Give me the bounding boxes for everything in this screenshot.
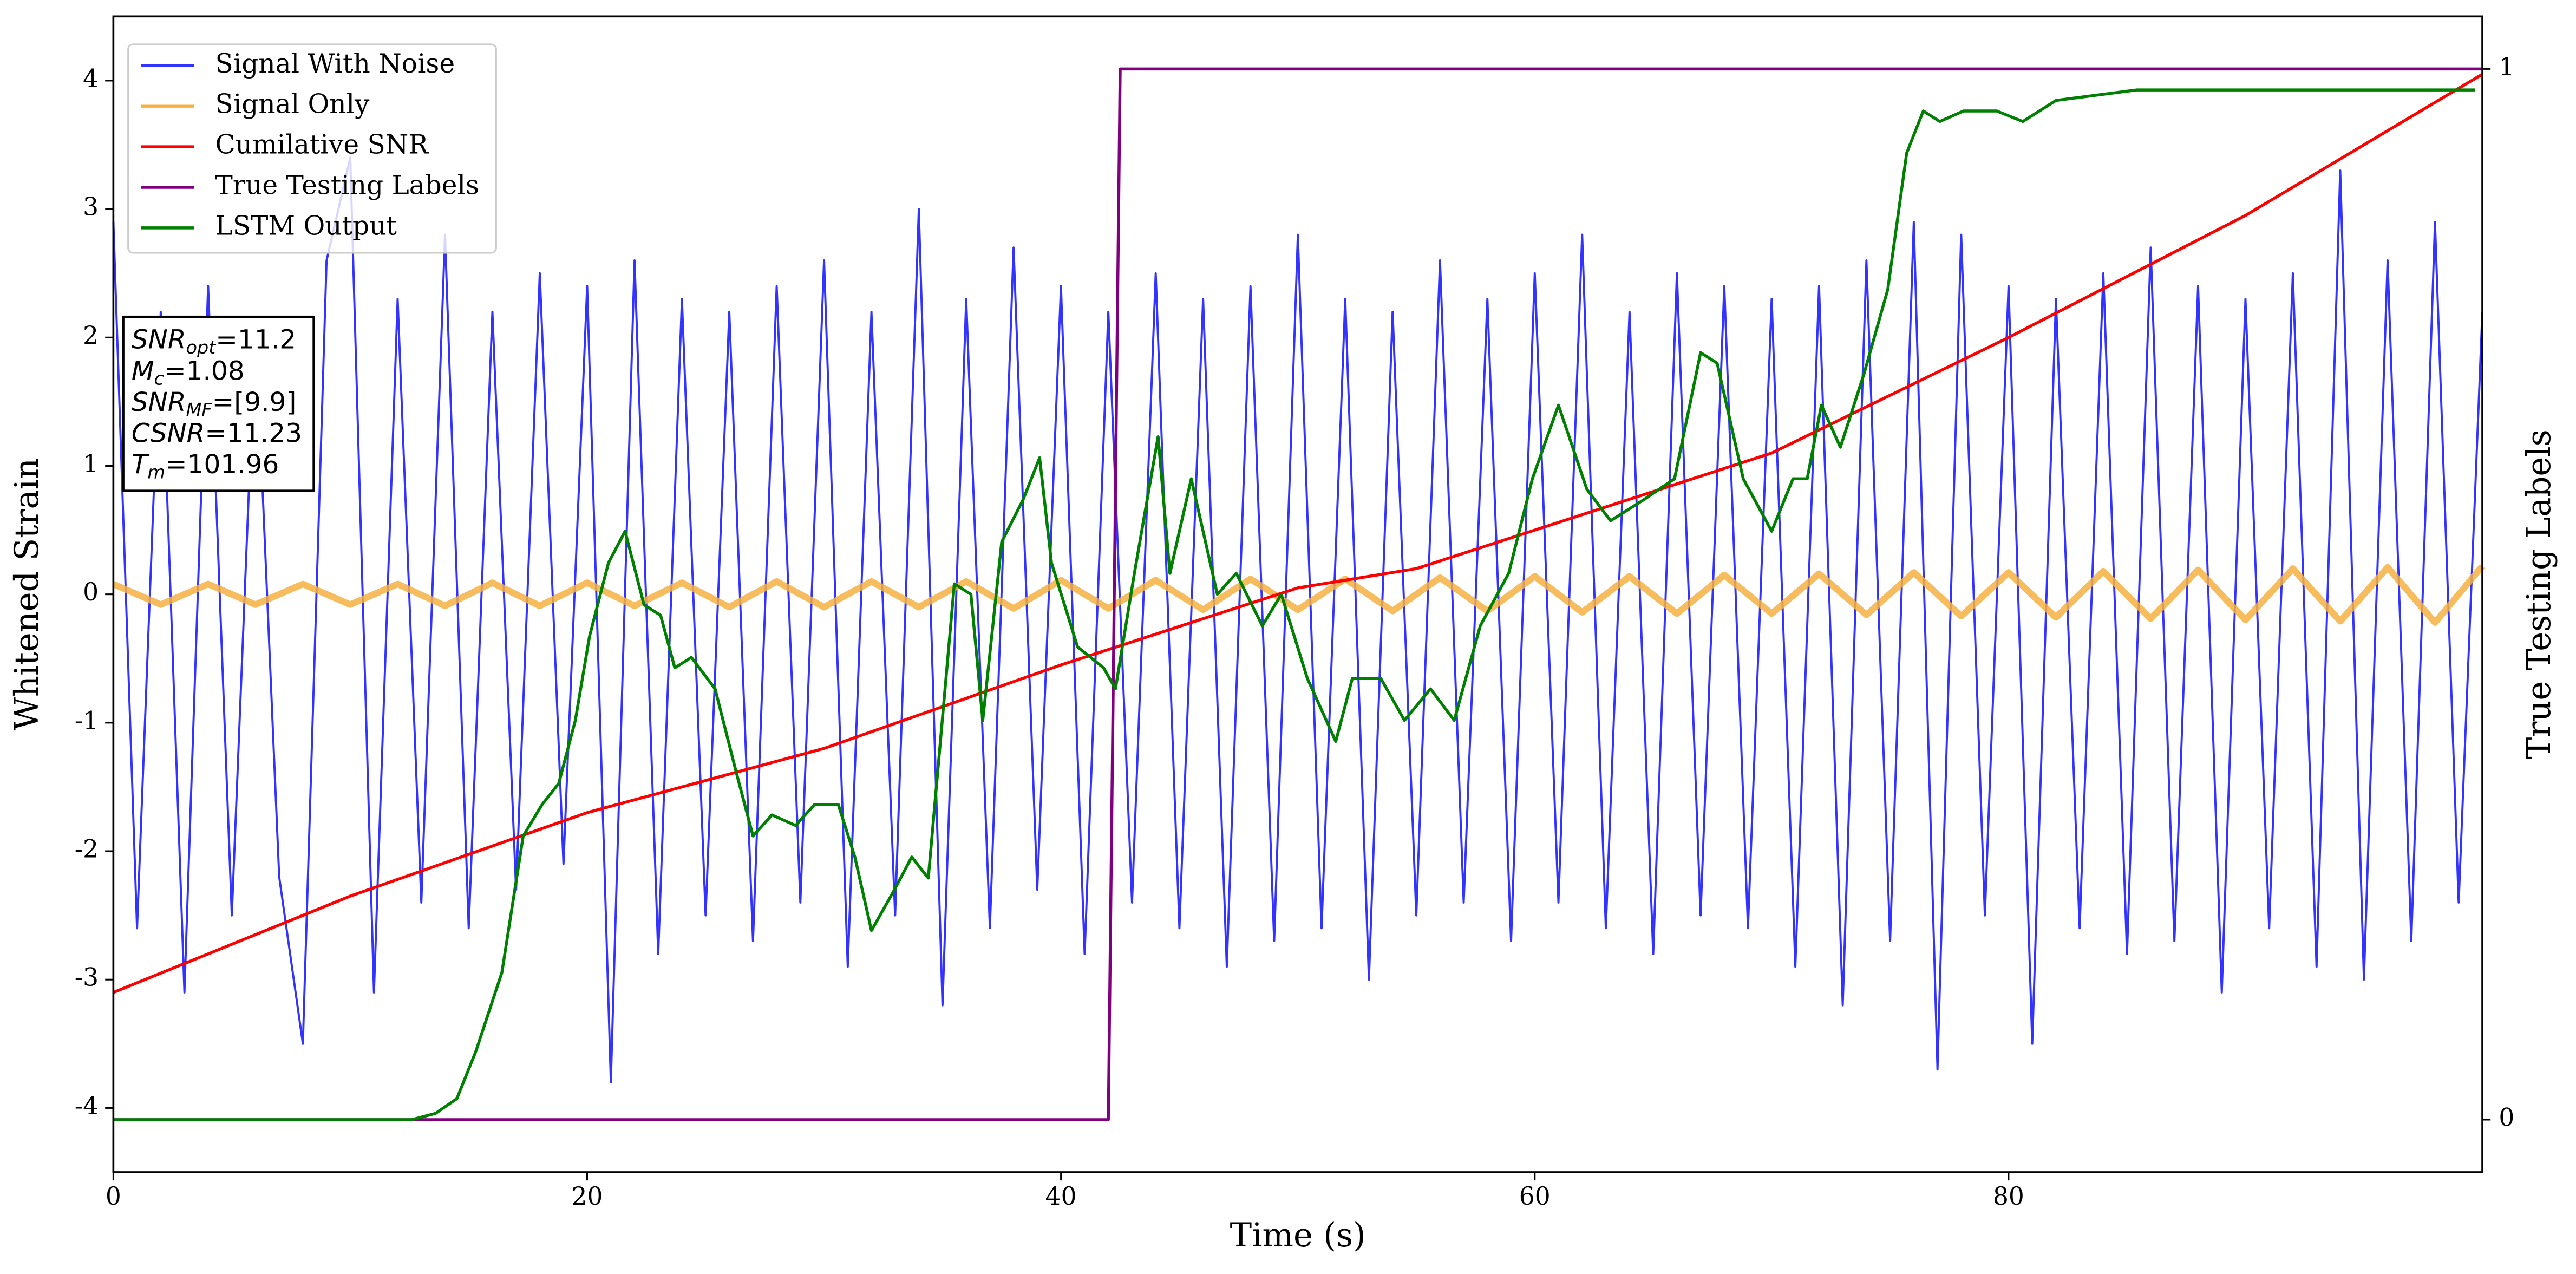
annotation-symbol: SNR <box>132 387 186 417</box>
annotation-text: =11.2 <box>215 325 296 355</box>
annotation-text: =[9.9] <box>212 387 297 417</box>
annotation-subscript: c <box>154 368 164 389</box>
x-tick-label: 20 <box>572 1182 603 1211</box>
x-tick-label: 60 <box>1519 1182 1551 1211</box>
legend-label: True Testing Labels <box>215 170 479 200</box>
x-tick-label: 40 <box>1045 1182 1077 1211</box>
y-tick-label: -1 <box>75 706 99 735</box>
y-tick-label: 3 <box>83 193 99 221</box>
annotation-text: =101.96 <box>165 449 279 480</box>
annotation-text: =11.23 <box>205 419 302 449</box>
annotation: SNRopt=11.2Mc=1.08SNRMF=[9.9]CSNR=11.23T… <box>122 315 315 492</box>
y-tick-label: -3 <box>75 963 99 992</box>
series-line <box>113 73 2483 994</box>
annotation-subscript: opt <box>186 336 217 357</box>
x-tick-label: 80 <box>1993 1182 2024 1211</box>
annotation-box <box>122 315 315 492</box>
legend-box <box>127 43 497 254</box>
annotation-symbol: M <box>132 356 154 386</box>
y-tick-label: -2 <box>75 835 99 864</box>
y2-axis-label: True Testing Labels <box>2520 429 2558 759</box>
annotation-line: Mc=1.08 <box>132 356 245 389</box>
y-tick-label: 4 <box>83 64 99 93</box>
series-line <box>112 564 2485 626</box>
x-axis-label: Time (s) <box>1230 1217 1366 1255</box>
legend-label: Cumilative SNR <box>215 130 429 160</box>
annotation-line: SNRopt=11.2 <box>132 325 296 358</box>
y2-tick-label: 1 <box>2499 53 2514 81</box>
legend-label: LSTM Output <box>215 211 397 241</box>
y-tick-label: 2 <box>83 321 99 350</box>
series-line <box>113 67 2483 1121</box>
annotation-symbol: SNR <box>132 325 186 355</box>
annotation-line: SNRMF=[9.9] <box>132 387 297 420</box>
series-line <box>113 88 2475 1121</box>
y-axis-label: Whitened Strain <box>8 458 46 731</box>
legend: Signal With Noise Signal Only Cumilative S… <box>127 43 497 254</box>
legend-label: Signal With Noise <box>215 49 455 79</box>
series-line <box>112 156 2484 1083</box>
annotation-subscript: MF <box>186 399 213 420</box>
annotation-symbol: T <box>132 449 149 480</box>
y-tick-label: -4 <box>75 1092 99 1120</box>
annotation-line: Tm=101.96 <box>132 449 279 482</box>
legend-label: Signal Only <box>215 89 370 120</box>
annotation-symbol: CSNR <box>132 419 205 449</box>
x-tick-label: 0 <box>106 1182 121 1211</box>
annotation-text: =1.08 <box>164 356 245 386</box>
plot-area <box>112 67 2485 1121</box>
annotation-line: CSNR=11.23 <box>132 419 302 449</box>
y-tick-label: 0 <box>83 578 99 606</box>
y-tick-label: 1 <box>83 449 99 478</box>
y2-tick-label: 0 <box>2499 1103 2514 1132</box>
annotation-subscript: m <box>147 461 165 482</box>
